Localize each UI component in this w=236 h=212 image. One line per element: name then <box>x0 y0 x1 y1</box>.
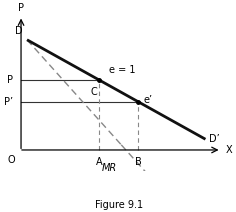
Text: Figure 9.1: Figure 9.1 <box>95 200 143 210</box>
Text: B: B <box>135 157 141 167</box>
Text: e = 1: e = 1 <box>110 65 136 75</box>
Text: A: A <box>96 157 103 167</box>
Text: X: X <box>225 145 232 155</box>
Text: P: P <box>7 75 13 85</box>
Text: C: C <box>91 87 97 97</box>
Text: D’: D’ <box>209 134 220 144</box>
Text: P: P <box>18 3 24 13</box>
Text: O: O <box>7 155 15 165</box>
Text: D: D <box>15 26 23 36</box>
Text: e’: e’ <box>144 95 153 105</box>
Text: P’: P’ <box>4 97 13 107</box>
Text: MR: MR <box>102 163 117 173</box>
